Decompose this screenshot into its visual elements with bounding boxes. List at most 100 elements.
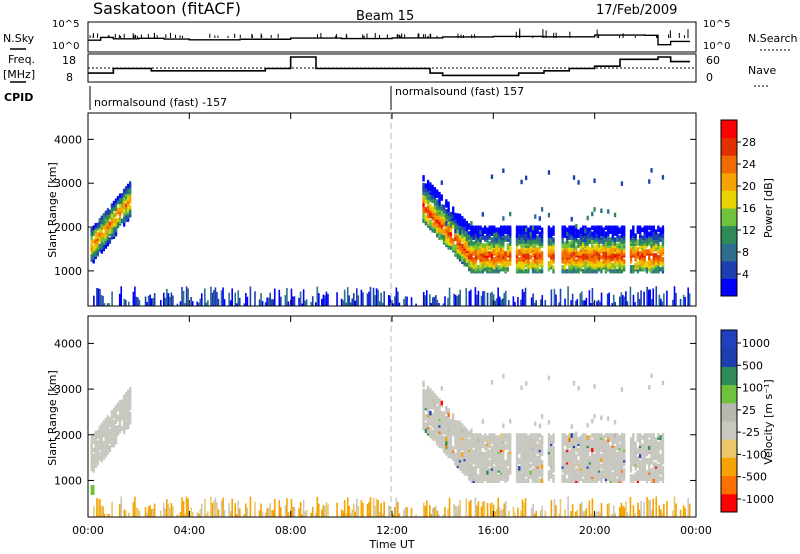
data-cell xyxy=(636,470,640,475)
data-cell xyxy=(555,504,557,517)
data-cell xyxy=(591,433,594,438)
data-cell xyxy=(425,290,428,306)
data-cell xyxy=(520,466,523,471)
data-cell xyxy=(449,231,453,237)
data-cell xyxy=(604,433,608,438)
data-cell xyxy=(454,505,457,517)
data-cell xyxy=(422,212,425,218)
data-cell xyxy=(290,288,293,306)
data-cell xyxy=(422,415,425,421)
data-cell xyxy=(483,451,487,457)
ytick-label: 1000 xyxy=(54,474,82,487)
data-cell xyxy=(616,237,619,242)
data-cell xyxy=(94,238,97,244)
data-cell xyxy=(652,439,655,444)
data-cell xyxy=(572,441,576,446)
data-cell xyxy=(652,225,655,231)
data-cell xyxy=(452,413,455,418)
data-cell xyxy=(540,464,544,469)
data-cell xyxy=(634,441,637,446)
data-cell xyxy=(632,433,635,438)
data-cell xyxy=(506,437,510,442)
data-cell xyxy=(529,453,532,459)
data-cell xyxy=(442,443,446,448)
data-cell xyxy=(570,443,573,449)
data-cell xyxy=(440,204,443,209)
data-cell xyxy=(120,198,124,204)
data-cell xyxy=(679,298,682,306)
data-cell xyxy=(600,249,603,254)
data-cell xyxy=(100,445,103,451)
data-cell xyxy=(445,221,448,226)
data-cell xyxy=(112,419,116,425)
data-cell xyxy=(465,467,469,473)
data-cell xyxy=(428,504,431,517)
nave-tick-high: 60 xyxy=(706,54,720,67)
data-cell xyxy=(641,239,644,244)
data-cell xyxy=(327,293,329,306)
data-cell xyxy=(588,470,592,475)
data-cell xyxy=(404,296,407,306)
data-cell xyxy=(261,511,264,517)
data-cell xyxy=(613,237,617,242)
data-cell xyxy=(540,268,544,274)
data-cell xyxy=(272,510,275,517)
data-cell xyxy=(611,225,614,231)
data-cell xyxy=(518,472,521,477)
data-cell xyxy=(490,225,494,231)
data-cell xyxy=(398,302,401,306)
data-cell xyxy=(534,263,537,268)
data-cell xyxy=(629,496,632,517)
data-cell xyxy=(92,245,95,250)
data-cell xyxy=(164,297,167,306)
data-cell xyxy=(645,231,649,236)
data-cell xyxy=(529,264,532,270)
data-cell xyxy=(540,445,544,451)
data-cell xyxy=(454,244,457,249)
data-cell xyxy=(611,241,614,246)
data-cell xyxy=(299,291,302,306)
data-cell xyxy=(552,445,555,451)
data-cell xyxy=(190,297,192,306)
data-cell xyxy=(622,505,624,517)
data-cell xyxy=(502,168,505,173)
data-cell xyxy=(652,231,655,236)
data-cell xyxy=(597,455,601,461)
data-cell xyxy=(527,239,530,244)
data-cell xyxy=(518,233,521,238)
data-cell xyxy=(360,500,363,517)
data-cell xyxy=(90,435,93,441)
data-cell xyxy=(672,510,674,517)
data-cell xyxy=(658,505,661,517)
data-cell xyxy=(504,443,507,449)
data-cell xyxy=(429,402,432,408)
data-cell xyxy=(629,437,633,442)
data-cell xyxy=(499,464,503,469)
nsky-frame xyxy=(87,21,697,53)
data-cell xyxy=(523,502,525,517)
data-cell xyxy=(600,433,603,438)
data-cell xyxy=(264,513,267,517)
data-cell xyxy=(436,395,439,401)
data-cell xyxy=(563,441,567,446)
data-cell xyxy=(553,499,556,517)
data-cell xyxy=(652,288,655,306)
data-cell xyxy=(459,289,461,306)
data-cell xyxy=(124,414,128,420)
data-cell xyxy=(474,476,478,481)
data-cell xyxy=(424,422,427,427)
data-cell xyxy=(595,441,598,446)
data-cell xyxy=(169,296,171,306)
data-cell xyxy=(586,435,589,440)
data-cell xyxy=(547,237,551,242)
data-cell xyxy=(632,294,635,306)
data-cell xyxy=(482,291,484,306)
data-cell xyxy=(456,461,459,467)
data-cell xyxy=(518,263,521,268)
data-cell xyxy=(563,449,567,455)
freq-tick-high: 18 xyxy=(62,54,76,67)
data-cell xyxy=(362,292,364,306)
data-cell xyxy=(92,447,95,453)
data-cell xyxy=(540,207,544,212)
